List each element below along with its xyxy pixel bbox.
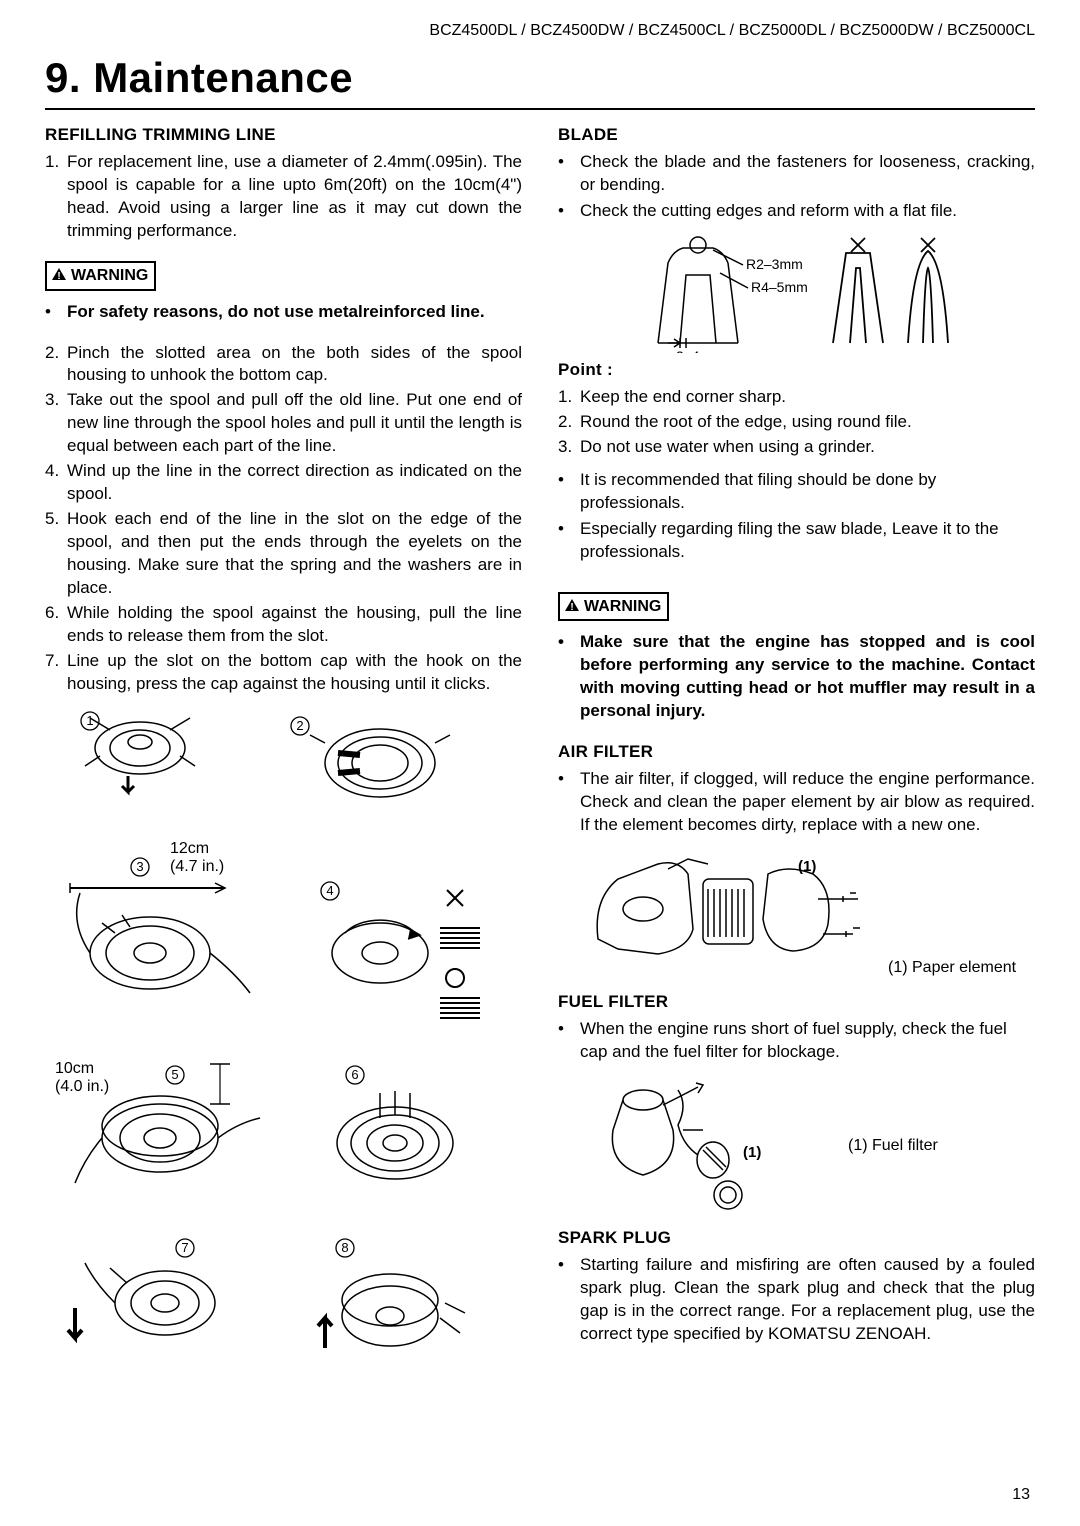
svg-text:4: 4 [326, 883, 333, 898]
fuel-filter-title: FUEL FILTER [558, 991, 1035, 1014]
fuel-filter-caption: (1) Fuel filter [848, 1135, 938, 1157]
list-item: 3.Take out the spool and pull off the ol… [45, 389, 522, 458]
warning-label: WARNING [71, 267, 148, 284]
list-item: 3.Do not use water when using a grinder. [558, 436, 1035, 459]
air-filter-title: AIR FILTER [558, 741, 1035, 764]
svg-text:3: 3 [136, 859, 143, 874]
list-item: •Check the blade and the fasteners for l… [558, 151, 1035, 197]
list-item: •For safety reasons, do not use metalrei… [45, 301, 522, 324]
svg-text:6: 6 [351, 1067, 358, 1082]
svg-text:2: 2 [296, 718, 303, 733]
air-filter-diagram: (1) (1) Paper element [588, 849, 1035, 979]
svg-text:!: ! [570, 602, 573, 612]
svg-text:1: 1 [86, 713, 93, 728]
warning-box-2: ! WARNING [558, 592, 669, 622]
fuel-filter-svg: (1) [588, 1075, 808, 1215]
point-title: Point : [558, 359, 1035, 382]
blade-svg: R2–3mm R4–5mm 3–4mm [598, 233, 958, 353]
two-column-layout: REFILLING TRIMMING LINE 1.For replacemen… [45, 124, 1035, 1379]
list-item: 1.Keep the end corner sharp. [558, 386, 1035, 409]
svg-text:8: 8 [341, 1240, 348, 1255]
blade-dim3: 3–4mm [676, 348, 723, 353]
refilling-list-2: 2.Pinch the slotted area on the both sid… [45, 342, 522, 696]
spark-plug-bullets: •Starting failure and misfiring are ofte… [558, 1254, 1035, 1346]
list-item: •Make sure that the engine has stopped a… [558, 631, 1035, 723]
list-item: •Starting failure and misfiring are ofte… [558, 1254, 1035, 1346]
header-models: BCZ4500DL / BCZ4500DW / BCZ4500CL / BCZ5… [45, 20, 1035, 42]
blade-dim2: R4–5mm [751, 279, 808, 295]
blade-bullets-2: •It is recommended that filing should be… [558, 469, 1035, 564]
warning-box: ! WARNING [45, 261, 156, 291]
list-item: 5.Hook each end of the line in the slot … [45, 508, 522, 600]
fig5-dim2: (4.0 in.) [55, 1078, 109, 1095]
svg-text:5: 5 [171, 1067, 178, 1082]
svg-text:7: 7 [181, 1240, 188, 1255]
fig3-dim2: (4.7 in.) [170, 858, 224, 875]
refilling-title: REFILLING TRIMMING LINE [45, 124, 522, 147]
svg-text:!: ! [57, 271, 60, 281]
air-label: (1) [798, 858, 816, 875]
spool-diagram: 1 2 12cm [45, 708, 522, 1368]
fig5-dim1: 10cm [55, 1060, 94, 1077]
warning-icon: ! [564, 598, 580, 612]
warning-bullet: •For safety reasons, do not use metalrei… [45, 301, 522, 324]
list-item: •The air filter, if clogged, will reduce… [558, 768, 1035, 837]
list-item: •It is recommended that filing should be… [558, 469, 1035, 515]
point-list: 1.Keep the end corner sharp. 2.Round the… [558, 386, 1035, 459]
list-item: 6.While holding the spool against the ho… [45, 602, 522, 648]
fuel-filter-diagram: (1) (1) Fuel filter [588, 1075, 1035, 1215]
refilling-list-1: 1.For replacement line, use a diameter o… [45, 151, 522, 243]
warning-icon: ! [51, 267, 67, 281]
warning-2-bullet: •Make sure that the engine has stopped a… [558, 631, 1035, 723]
page-number: 13 [1012, 1484, 1030, 1506]
fuel-filter-bullets: •When the engine runs short of fuel supp… [558, 1018, 1035, 1064]
air-filter-bullets: •The air filter, if clogged, will reduce… [558, 768, 1035, 837]
title-rule [45, 108, 1035, 110]
warning-label: WARNING [584, 598, 661, 615]
spark-plug-title: SPARK PLUG [558, 1227, 1035, 1250]
spool-svg: 1 2 12cm [45, 708, 505, 1368]
air-filter-svg: (1) [588, 849, 868, 979]
blade-diagram: R2–3mm R4–5mm 3–4mm [598, 233, 1035, 353]
blade-dim1: R2–3mm [746, 256, 803, 272]
fig3-dim1: 12cm [170, 840, 209, 857]
blade-title: BLADE [558, 124, 1035, 147]
list-item: 2.Pinch the slotted area on the both sid… [45, 342, 522, 388]
blade-bullets-1: •Check the blade and the fasteners for l… [558, 151, 1035, 223]
list-item: 2.Round the root of the edge, using roun… [558, 411, 1035, 434]
air-filter-caption: (1) Paper element [888, 957, 1016, 979]
list-item: 1.For replacement line, use a diameter o… [45, 151, 522, 243]
main-title: 9. Maintenance [45, 50, 1035, 107]
fuel-label: (1) [743, 1144, 761, 1161]
list-item: •Especially regarding filing the saw bla… [558, 518, 1035, 564]
list-item: 7.Line up the slot on the bottom cap wit… [45, 650, 522, 696]
list-item: •When the engine runs short of fuel supp… [558, 1018, 1035, 1064]
left-column: REFILLING TRIMMING LINE 1.For replacemen… [45, 124, 522, 1379]
right-column: BLADE •Check the blade and the fasteners… [558, 124, 1035, 1379]
list-item: •Check the cutting edges and reform with… [558, 200, 1035, 223]
list-item: 4.Wind up the line in the correct direct… [45, 460, 522, 506]
